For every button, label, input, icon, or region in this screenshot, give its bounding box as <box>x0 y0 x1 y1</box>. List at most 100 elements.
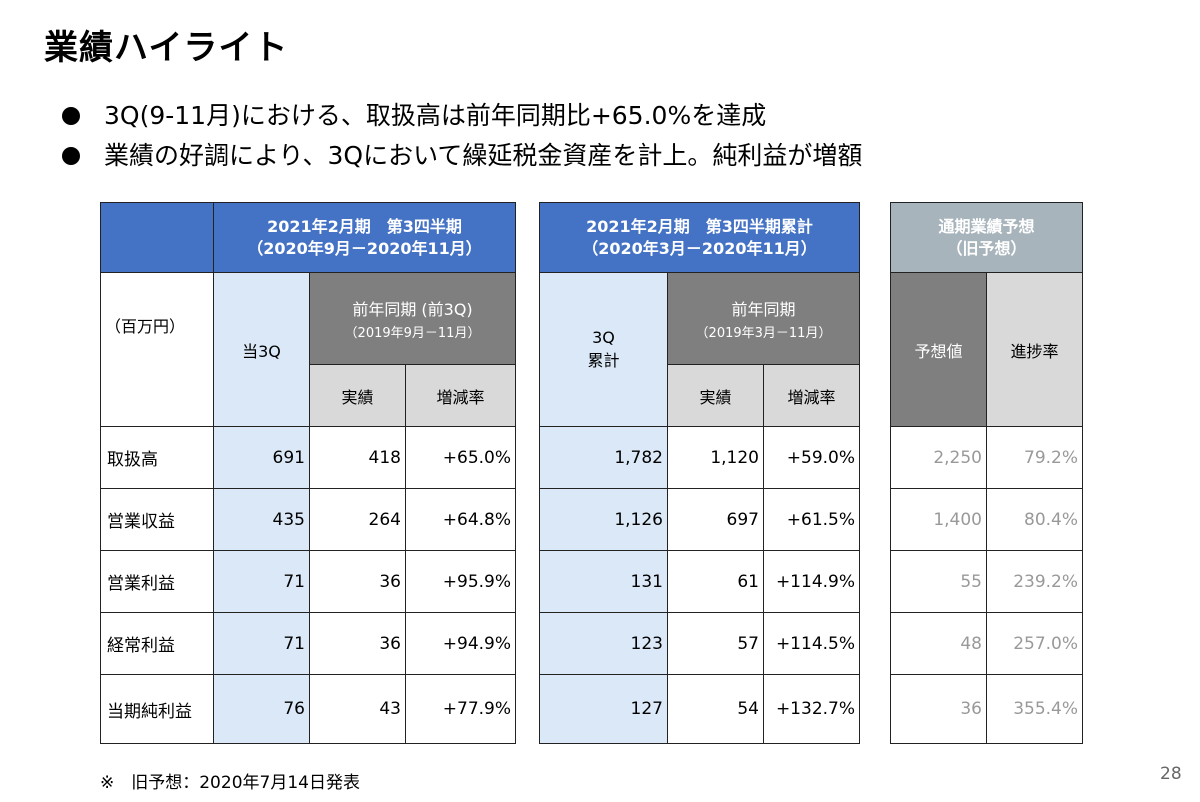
q3-value: 76 <box>213 674 310 744</box>
col-cumulative-line2: 累計 <box>587 351 620 370</box>
q3-value: 71 <box>213 550 310 613</box>
q3-rate-value: +94.9% <box>404 612 517 675</box>
col-progress: 進捗率 <box>985 272 1084 427</box>
prev-cum-value: 57 <box>667 612 764 675</box>
q3-rate-value: +64.8% <box>404 488 517 551</box>
forecast-value: 48 <box>890 612 987 675</box>
progress-value: 239.2% <box>985 550 1084 613</box>
bullet-text: 3Q(9-11月)における、取扱高は前年同期比+65.0%を達成 <box>104 101 767 130</box>
col-rate: 増減率 <box>762 364 861 427</box>
quarter-header-blank <box>100 202 214 273</box>
cumulative-header: 2021年2月期 第3四半期累計 （2020年3月－2020年11月） <box>538 202 861 273</box>
bullet-item: 3Q(9-11月)における、取扱高は前年同期比+65.0%を達成 <box>60 96 862 136</box>
table-row: 営業利益 71 36 +95.9% <box>100 550 517 613</box>
table-row: 当期純利益 76 43 +77.9% <box>100 674 517 744</box>
forecast-value: 36 <box>890 674 987 744</box>
col-cumulative: 3Q 累計 <box>539 272 668 427</box>
table-row: 36 355.4% <box>890 674 1084 744</box>
q3-rate-value: +95.9% <box>404 550 517 613</box>
forecast-value: 55 <box>890 550 987 613</box>
forecast-value: 1,400 <box>890 488 987 551</box>
prev-q3-value: 264 <box>309 488 406 551</box>
cum-rate-value: +61.5% <box>762 488 861 551</box>
bullet-text: 業績の好調により、3Qにおいて繰延税金資産を計上。純利益が増額 <box>104 141 863 170</box>
q3-value: 691 <box>213 426 310 489</box>
cum-rate-value: +114.9% <box>762 550 861 613</box>
col-actual: 実績 <box>309 364 406 427</box>
quarter-header-line1: 2021年2月期 第3四半期 <box>267 216 462 236</box>
forecast-header: 通期業績予想 （旧予想） <box>889 202 1084 273</box>
bullet-dot-icon <box>62 107 80 125</box>
cumulative-header-line2: （2020年3月－2020年11月） <box>582 238 817 258</box>
cum-rate-value: +59.0% <box>762 426 861 489</box>
q3-rate-value: +65.0% <box>404 426 517 489</box>
col-prev-q3-group: 前年同期 (前3Q) （2019年9月－11月） <box>308 272 517 365</box>
table-row: 経常利益 71 36 +94.9% <box>100 612 517 675</box>
cum-rate-value: +132.7% <box>762 674 861 744</box>
cumulative-table: 2021年2月期 第3四半期累計 （2020年3月－2020年11月） 3Q 累… <box>538 202 861 744</box>
cum-value: 123 <box>539 612 668 675</box>
bullet-list: 3Q(9-11月)における、取扱高は前年同期比+65.0%を達成 業績の好調によ… <box>60 96 862 176</box>
unit-label: （百万円） <box>100 272 214 427</box>
prev-q3-value: 43 <box>309 674 406 744</box>
prev-q3-value: 418 <box>309 426 406 489</box>
prev-cum-value: 61 <box>667 550 764 613</box>
table-row: 1,782 1,120 +59.0% <box>539 426 861 489</box>
quarter-table: 2021年2月期 第3四半期 （2020年9月－2020年11月） （百万円） … <box>100 202 517 744</box>
row-label: 経常利益 <box>100 612 214 675</box>
table-row: 55 239.2% <box>890 550 1084 613</box>
col-forecast: 予想値 <box>890 272 987 427</box>
cum-value: 1,126 <box>539 488 668 551</box>
col-actual: 実績 <box>667 364 764 427</box>
cum-value: 1,782 <box>539 426 668 489</box>
prev-cum-value: 54 <box>667 674 764 744</box>
table-row: 営業収益 435 264 +64.8% <box>100 488 517 551</box>
table-row: 取扱高 691 418 +65.0% <box>100 426 517 489</box>
forecast-header-line2: （旧予想） <box>946 238 1027 258</box>
table-row: 127 54 +132.7% <box>539 674 861 744</box>
footnote: ※ 旧予想：2020年7月14日発表 <box>100 773 360 793</box>
cum-rate-value: +114.5% <box>762 612 861 675</box>
col-prev-cum-sub: （2019年3月－11月） <box>695 326 832 341</box>
q3-rate-value: +77.9% <box>404 674 517 744</box>
progress-value: 257.0% <box>985 612 1084 675</box>
progress-value: 80.4% <box>985 488 1084 551</box>
col-cumulative-line1: 3Q <box>592 328 615 347</box>
col-current-q3: 当3Q <box>213 272 310 427</box>
q3-value: 71 <box>213 612 310 675</box>
forecast-value: 2,250 <box>890 426 987 489</box>
quarter-header-line2: （2020年9月－2020年11月） <box>247 238 482 258</box>
table-row: 123 57 +114.5% <box>539 612 861 675</box>
progress-value: 79.2% <box>985 426 1084 489</box>
prev-cum-value: 1,120 <box>667 426 764 489</box>
cumulative-header-line1: 2021年2月期 第3四半期累計 <box>586 216 813 236</box>
prev-cum-value: 697 <box>667 488 764 551</box>
row-label: 営業収益 <box>100 488 214 551</box>
col-prev-q3-sub: （2019年9月－11月） <box>344 326 481 341</box>
row-label: 当期純利益 <box>100 674 214 744</box>
table-row: 1,400 80.4% <box>890 488 1084 551</box>
q3-value: 435 <box>213 488 310 551</box>
bullet-dot-icon <box>62 147 80 165</box>
forecast-table: 通期業績予想 （旧予想） 予想値 進捗率 2,250 79.2% 1,400 8… <box>889 202 1084 744</box>
row-label: 営業利益 <box>100 550 214 613</box>
cum-value: 127 <box>539 674 668 744</box>
table-row: 131 61 +114.9% <box>539 550 861 613</box>
row-label: 取扱高 <box>100 426 214 489</box>
prev-q3-value: 36 <box>309 550 406 613</box>
col-prev-cum-title: 前年同期 <box>731 300 796 319</box>
col-rate: 増減率 <box>404 364 517 427</box>
table-row: 1,126 697 +61.5% <box>539 488 861 551</box>
table-row: 2,250 79.2% <box>890 426 1084 489</box>
col-prev-q3-title: 前年同期 (前3Q) <box>352 300 473 319</box>
quarter-header: 2021年2月期 第3四半期 （2020年9月－2020年11月） <box>212 202 517 273</box>
progress-value: 355.4% <box>985 674 1084 744</box>
prev-q3-value: 36 <box>309 612 406 675</box>
cum-value: 131 <box>539 550 668 613</box>
page-number: 28 <box>1160 764 1182 784</box>
page-title: 業績ハイライト <box>44 28 289 68</box>
bullet-item: 業績の好調により、3Qにおいて繰延税金資産を計上。純利益が増額 <box>60 136 862 176</box>
forecast-header-line1: 通期業績予想 <box>938 216 1035 236</box>
table-row: 48 257.0% <box>890 612 1084 675</box>
col-prev-cum-group: 前年同期 （2019年3月－11月） <box>666 272 861 365</box>
